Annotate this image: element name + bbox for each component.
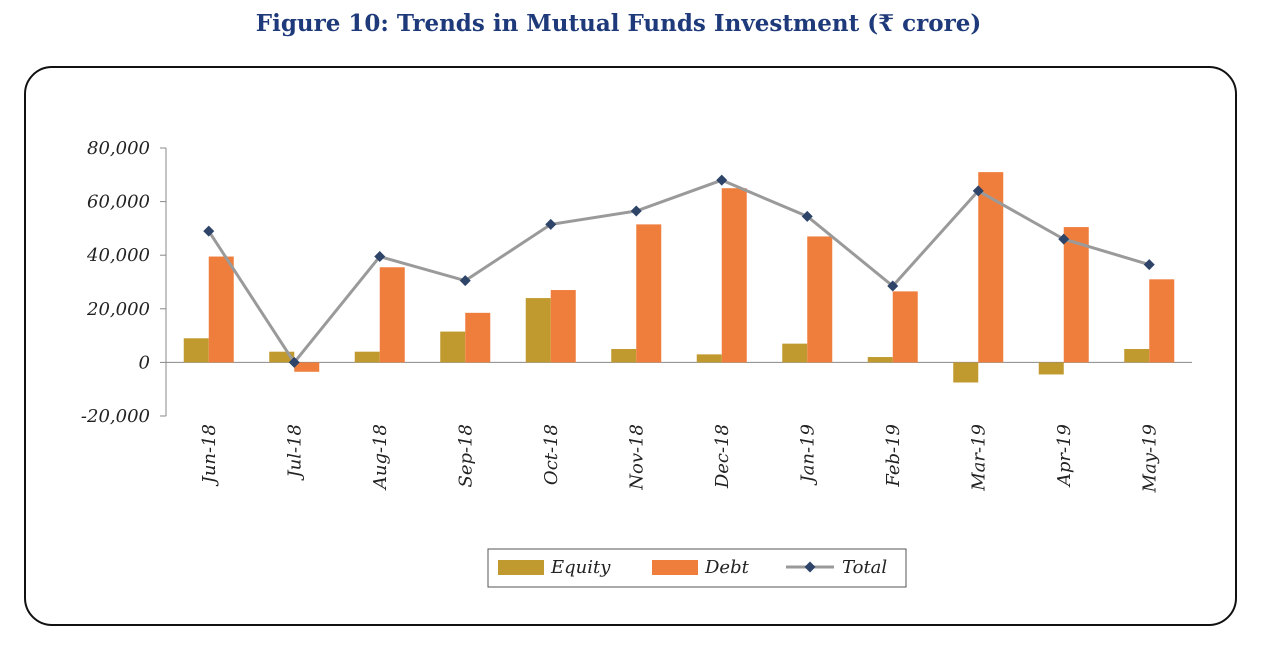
y-tick-label: 0 (139, 352, 150, 373)
total-series-line (207, 178, 1150, 365)
total-point (716, 174, 728, 186)
debt-bar (208, 256, 234, 363)
total-point (203, 225, 215, 237)
chart-title: Figure 10: Trends in Mutual Funds Invest… (255, 10, 982, 37)
y-tick-label: 40,000 (86, 245, 150, 266)
total-point (630, 205, 642, 217)
equity-bar (525, 298, 551, 363)
x-tick-label: Aug-18 (370, 424, 391, 491)
legend-equity-swatch (498, 560, 544, 575)
debt-bar (1063, 227, 1089, 363)
total-point (887, 280, 899, 292)
y-tick-label: -20,000 (81, 406, 150, 427)
x-tick-label: Dec-18 (712, 424, 733, 489)
legend-debt-swatch (652, 560, 698, 575)
total-point (1058, 233, 1070, 245)
equity-bar (1038, 362, 1064, 375)
y-tick-label: 60,000 (87, 192, 150, 213)
x-tick-label: Oct-18 (541, 424, 562, 485)
total-point (545, 218, 557, 230)
y-tick-label: 20,000 (86, 299, 150, 320)
x-tick-label: Jan-19 (797, 424, 818, 487)
x-tick-label: Mar-19 (968, 424, 989, 492)
x-tick-label: May-19 (1139, 424, 1160, 493)
x-tick-label: Jun-18 (199, 424, 220, 487)
equity-bar (953, 362, 979, 383)
x-tick-label: Sep-18 (455, 424, 476, 488)
equity-bar (354, 351, 380, 363)
total-point (374, 251, 386, 263)
debt-bar (807, 236, 833, 363)
legend-total-marker (804, 561, 816, 573)
equity-bar (611, 349, 637, 363)
debt-bar (1149, 279, 1175, 363)
equity-bar (782, 343, 808, 363)
debt-bar (550, 290, 576, 363)
legend-equity-label: Equity (550, 557, 611, 578)
legend-debt-label: Debt (704, 557, 750, 578)
equity-bar (696, 354, 722, 363)
x-tick-label: Apr-19 (1054, 424, 1075, 488)
total-point (288, 356, 300, 368)
debt-bar (892, 291, 918, 363)
total-point (459, 275, 471, 287)
debt-bar (465, 312, 491, 363)
legend-box (487, 548, 907, 588)
equity-bar (269, 351, 295, 363)
equity-bar (440, 331, 466, 363)
debt-bar (721, 188, 747, 363)
x-tick-label: Feb-19 (883, 424, 904, 488)
debt-bar (978, 172, 1004, 363)
legend-total-label: Total (842, 557, 887, 578)
x-tick-label: Jul-18 (284, 424, 305, 482)
equity-bar (183, 338, 209, 363)
debt-bar (636, 224, 662, 363)
total-point (801, 210, 813, 222)
y-tick-label: 80,000 (87, 138, 150, 159)
x-tick-label: Nov-18 (626, 424, 647, 491)
total-point (972, 185, 984, 197)
equity-bar (867, 357, 893, 363)
total-point (1143, 259, 1155, 271)
debt-bar (379, 267, 405, 363)
equity-bar (1124, 349, 1150, 363)
debt-bar (294, 362, 320, 372)
